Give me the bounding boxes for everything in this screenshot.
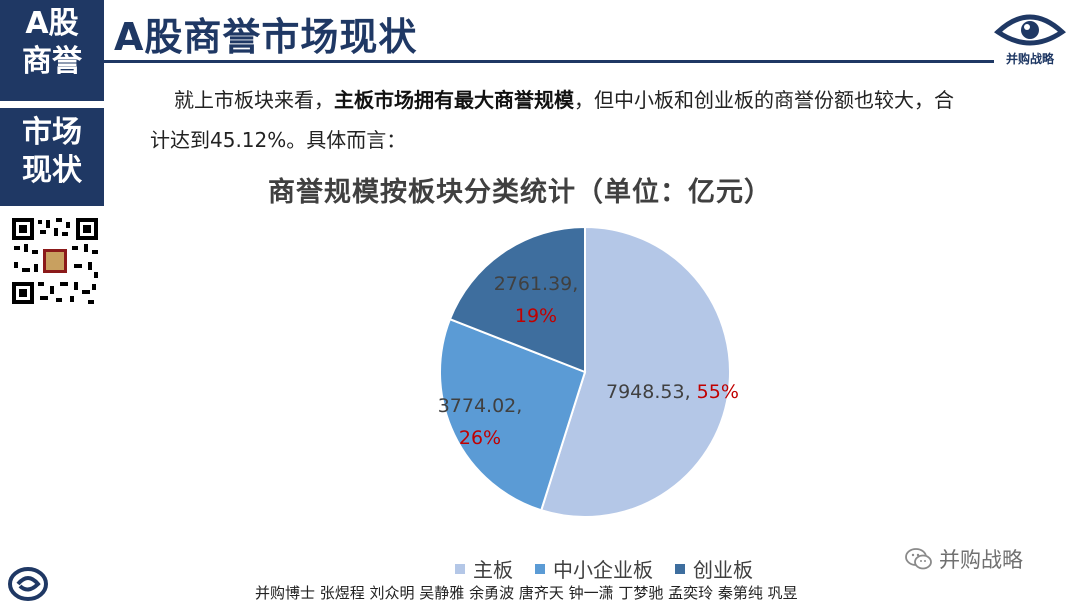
slice-percent-label: 26% — [459, 427, 501, 449]
header: A股商誉市场现状 — [104, 0, 1080, 63]
slice-percent-label: 55% — [697, 381, 739, 403]
legend-swatch — [455, 563, 465, 574]
intro-emphasis: 主板市场拥有最大商誉规模 — [334, 88, 574, 112]
intro-text: 就上市板块来看， — [174, 88, 334, 112]
intro-text: ，但中小板和创业板的商誉份额也较大，合 — [574, 88, 954, 112]
wechat-icon — [905, 548, 932, 570]
wechat-label: 并购战略 — [939, 548, 1023, 572]
legend-label: 主板 — [473, 558, 513, 582]
slice-percent-label: 19% — [515, 305, 557, 327]
sidebar-line: 商誉 — [22, 44, 82, 79]
eye-icon — [994, 14, 1066, 46]
legend-item: 创业板 — [675, 554, 753, 583]
slice-value-label: 3774.02, — [438, 395, 523, 417]
qr-code-icon — [10, 216, 100, 306]
slice-value-label: 2761.39, — [494, 273, 579, 295]
wechat-watermark: 并购战略 — [905, 544, 1023, 574]
chart-title: 商誉规模按板块分类统计（单位：亿元） — [268, 177, 772, 208]
brand-logo: 并购战略 — [994, 8, 1066, 68]
sidebar-line: 现状 — [22, 153, 82, 188]
legend-swatch — [675, 563, 685, 574]
slice-label: 7948.53, 55% — [606, 381, 739, 403]
pie-slice — [539, 225, 731, 518]
chart-legend: 主板 中小企业板 创业板 — [455, 554, 753, 583]
brand-label: 并购战略 — [1005, 52, 1054, 66]
legend-item: 主板 — [455, 554, 513, 583]
footer-authors: 并购博士 张煜程 刘众明 吴静雅 余勇波 唐齐天 钟一潇 丁梦驰 孟奕玲 秦第纯… — [255, 584, 798, 602]
legend-swatch — [535, 563, 545, 574]
intro-paragraph: 就上市板块来看，主板市场拥有最大商誉规模，但中小板和创业板的商誉份额也较大，合 — [150, 80, 1055, 120]
intro-line: 计达到45.12%。具体而言： — [150, 128, 407, 152]
sidebar-section-a-share: A股 商誉 — [0, 0, 104, 101]
sidebar: A股 商誉 市场 现状 — [0, 0, 104, 608]
pie-slice — [448, 225, 586, 374]
company-logo-icon — [8, 567, 48, 601]
pie-slice — [439, 317, 587, 512]
legend-label: 中小企业板 — [553, 558, 653, 582]
legend-label: 创业板 — [693, 558, 753, 582]
sidebar-section-market: 市场 现状 — [0, 108, 104, 206]
sidebar-line: 市场 — [22, 115, 82, 150]
slice-value-label: 7948.53, — [606, 381, 697, 403]
legend-item: 中小企业板 — [535, 554, 653, 583]
sidebar-line: A股 — [25, 6, 79, 41]
page-title: A股商誉市场现状 — [114, 15, 418, 59]
header-divider — [104, 60, 994, 63]
